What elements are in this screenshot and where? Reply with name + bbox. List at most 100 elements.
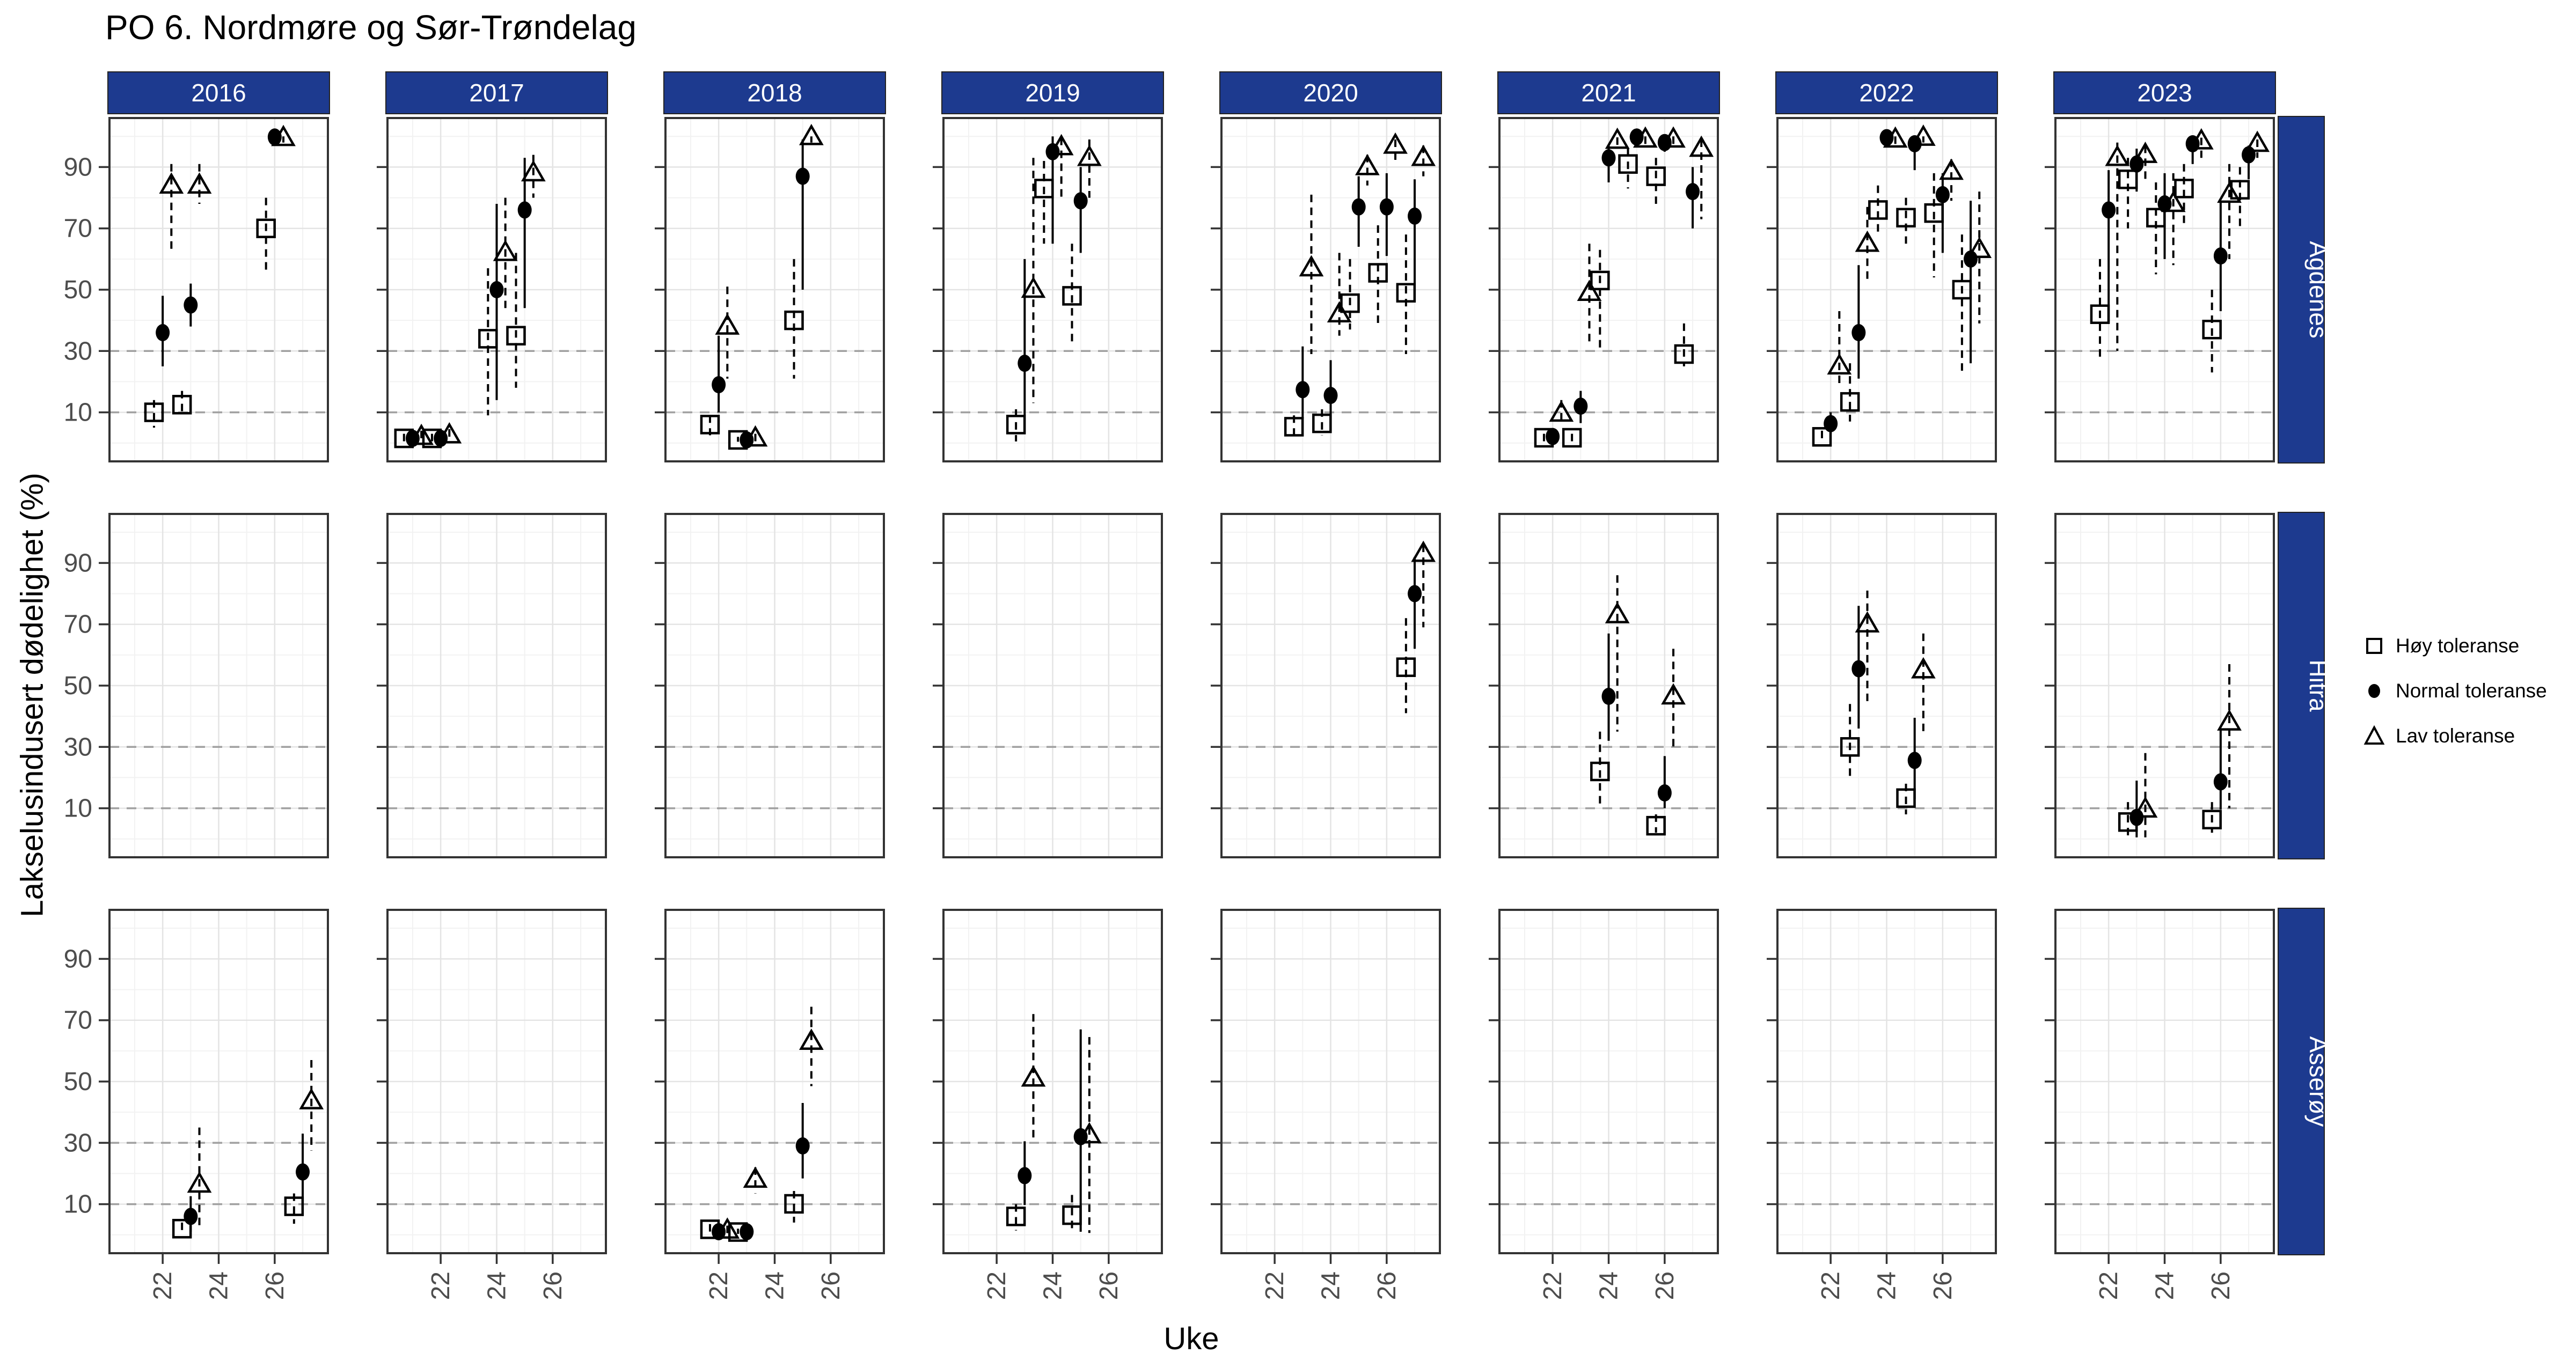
panel-Asserøy-2016: 10 30 50 70 90 22 24 26: [64, 909, 329, 1300]
panel-Agdenes-2019: [933, 117, 1163, 462]
legend-label: Høy toleranse: [2396, 635, 2520, 657]
data-point-triangle: [2133, 796, 2158, 818]
x-tick-label: 24: [1317, 1271, 1345, 1300]
y-tick-label: 50: [64, 672, 92, 700]
x-tick-label: 26: [1651, 1271, 1679, 1300]
panel-Agdenes-2020: [1211, 117, 1441, 462]
data-point-circle: [2213, 247, 2228, 265]
x-axis-title: Uke: [1163, 1321, 1219, 1356]
y-tick-label: 90: [64, 945, 92, 973]
y-tick-label: 70: [64, 611, 92, 639]
legend: Høy toleranse Normal toleranse Lav toler…: [2360, 623, 2547, 759]
data-point-triangle: [409, 423, 434, 445]
data-point-square: [1312, 413, 1332, 433]
data-point-circle: [1686, 183, 1700, 201]
data-point-triangle: [1383, 132, 1408, 154]
data-point-square: [2202, 320, 2222, 340]
data-point-triangle: [437, 422, 462, 444]
x-tick-label: 26: [1095, 1271, 1123, 1300]
data-point-square: [172, 395, 192, 415]
data-point-circle: [184, 1208, 198, 1225]
y-tick-label: 10: [64, 795, 92, 823]
facet-strip-year-2019: 2019: [941, 71, 1164, 114]
panel-Asserøy-2019: 22 24 26: [933, 909, 1163, 1300]
data-point-triangle: [1605, 602, 1630, 623]
data-point-triangle: [1411, 144, 1436, 166]
data-point-circle: [1546, 428, 1560, 445]
data-point-square: [1062, 286, 1082, 306]
data-point-square: [1368, 263, 1388, 283]
y-tick-label: 70: [64, 1006, 92, 1035]
x-tick-label: 24: [1039, 1271, 1067, 1300]
data-point-circle: [267, 128, 282, 146]
data-point-triangle: [187, 172, 212, 194]
svg-text:Hitra: Hitra: [2304, 659, 2332, 712]
data-point-triangle: [1605, 127, 1630, 149]
data-point-triangle: [2189, 128, 2214, 150]
data-point-circle: [517, 201, 532, 219]
data-point-triangle: [1855, 611, 1880, 632]
data-point-square: [1840, 392, 1860, 412]
svg-text:2016: 2016: [191, 79, 246, 107]
data-point-triangle: [1661, 683, 1686, 705]
plot-title: PO 6. Nordmøre og Sør-Trøndelag: [105, 8, 636, 47]
data-point-triangle: [521, 160, 546, 182]
facet-strip-year-2023: 2023: [2053, 71, 2276, 114]
data-point-square: [1646, 166, 1666, 186]
data-point-triangle: [1633, 126, 1658, 148]
data-point-triangle: [1411, 540, 1436, 562]
facet-strip-year-2018: 2018: [663, 71, 886, 114]
data-point-circle: [184, 296, 198, 314]
data-point-triangle: [2105, 144, 2130, 166]
data-point-triangle: [1883, 126, 1908, 148]
data-point-circle: [1657, 784, 1672, 801]
data-point-circle: [1018, 355, 1032, 372]
data-point-triangle: [1021, 1065, 1046, 1087]
data-point-square: [2174, 179, 2194, 198]
y-tick-label: 90: [64, 549, 92, 577]
data-point-triangle: [2245, 130, 2270, 152]
data-point-circle: [1601, 688, 1616, 705]
data-point-triangle: [1855, 230, 1880, 252]
data-point-triangle: [271, 124, 296, 146]
data-point-square: [284, 1196, 304, 1216]
facet-strip-year-2021: 2021: [1497, 71, 1720, 114]
data-point-circle: [1379, 198, 1394, 216]
data-point-square: [1812, 427, 1832, 447]
data-point-triangle: [799, 123, 824, 145]
data-point-circle: [1964, 250, 1978, 268]
data-point-circle: [1907, 752, 1922, 769]
data-point-triangle: [1077, 144, 1102, 166]
y-tick-label: 30: [64, 1129, 92, 1157]
y-tick-label: 30: [64, 733, 92, 761]
legend-item-hoy: Høy toleranse: [2360, 623, 2547, 668]
data-point-triangle: [1549, 400, 1574, 422]
data-point-circle: [1323, 387, 1338, 404]
panel-Hitra-2020: [1211, 513, 1441, 858]
data-point-triangle: [743, 425, 768, 447]
data-point-circle: [1018, 1167, 1032, 1185]
square-marker-icon: [2360, 632, 2388, 660]
x-tick-label: 24: [483, 1271, 511, 1300]
x-tick-label: 22: [983, 1271, 1011, 1300]
data-point-square: [1006, 415, 1026, 435]
svg-text:2021: 2021: [1581, 79, 1636, 107]
data-point-square: [1340, 293, 1360, 313]
panel-Agdenes-2017: [377, 117, 607, 462]
data-point-circle: [296, 1163, 310, 1181]
data-point-circle: [2129, 155, 2144, 173]
panel-Agdenes-2018: [655, 117, 885, 462]
legend-label: Normal toleranse: [2396, 680, 2547, 702]
panel-Agdenes-2022: [1767, 117, 1997, 462]
legend-item-normal: Normal toleranse: [2360, 668, 2547, 714]
data-point-circle: [795, 1137, 810, 1154]
data-point-square: [256, 218, 276, 238]
data-point-triangle: [1077, 1122, 1102, 1144]
data-point-triangle: [1911, 657, 1936, 679]
circle-marker-icon: [2360, 677, 2388, 705]
data-point-triangle: [1021, 276, 1046, 298]
facet-strip-year-2022: 2022: [1775, 71, 1998, 114]
data-point-triangle: [799, 1028, 824, 1050]
data-point-triangle: [1661, 126, 1686, 148]
